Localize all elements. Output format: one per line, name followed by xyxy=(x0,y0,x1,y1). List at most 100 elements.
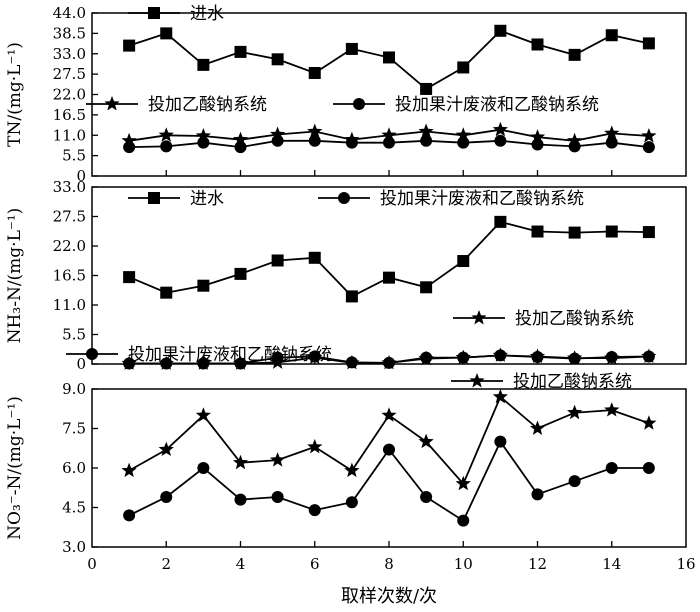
data-point xyxy=(531,225,544,238)
data-point xyxy=(418,350,434,366)
data-point xyxy=(308,251,321,264)
data-point xyxy=(457,255,470,268)
data-point xyxy=(642,37,655,50)
xtick-label: 2 xyxy=(161,555,171,573)
legend-marker xyxy=(148,7,160,19)
panel-3-ytick-label: 4.5 xyxy=(62,499,86,517)
data-point xyxy=(121,462,137,478)
data-point xyxy=(121,132,137,148)
legend-acetate-system-panel-3: 投加乙酸钠系统 xyxy=(451,372,632,392)
data-point xyxy=(567,132,583,148)
legend-juice-acetate-system-panel-2: 投加果汁废液和乙酸钠系统 xyxy=(318,189,584,209)
data-point xyxy=(197,136,210,149)
panel-1-ytick-label: 0 xyxy=(76,167,86,185)
data-point xyxy=(158,355,174,370)
data-point xyxy=(457,514,470,527)
legend-influent-panel-1: 进水 xyxy=(128,4,224,24)
data-point xyxy=(420,281,433,294)
panel-2-ytick-label: 16.5 xyxy=(53,267,86,285)
data-point xyxy=(604,350,620,365)
data-point xyxy=(642,141,655,154)
data-point xyxy=(123,509,136,522)
panel-2-ytick-label: 33.0 xyxy=(53,178,86,196)
legend-marker xyxy=(86,348,98,360)
data-point xyxy=(160,140,173,153)
data-point xyxy=(531,488,544,501)
data-point xyxy=(604,402,620,417)
data-point xyxy=(308,134,321,147)
legend-juice-acetate-system-panel-3: 投加果汁废液和乙酸钠系统 xyxy=(66,345,332,365)
data-point xyxy=(195,355,211,370)
data-point xyxy=(123,271,136,284)
xtick-label: 16 xyxy=(676,555,695,573)
panel-1-ylabel: TN/(mg·L⁻¹) xyxy=(5,42,25,147)
legend-acetate-system-panel-1: 投加乙酸钠系统 xyxy=(86,95,267,115)
data-point xyxy=(307,123,323,138)
data-point xyxy=(123,39,136,52)
data-point xyxy=(492,121,508,137)
data-point xyxy=(455,127,471,142)
legend-label: 进水 xyxy=(190,189,224,209)
series-influent-panel-1 xyxy=(123,24,655,95)
data-point xyxy=(197,58,210,71)
data-point xyxy=(568,48,581,61)
panel-2-ytick-label: 27.5 xyxy=(53,208,86,226)
chart-frame xyxy=(91,12,687,548)
xtick-label: 8 xyxy=(384,555,394,573)
data-point xyxy=(529,348,546,363)
data-point xyxy=(197,279,210,292)
data-point xyxy=(381,354,397,370)
data-point xyxy=(529,129,546,144)
data-point xyxy=(492,347,508,362)
panel-3-ytick-label: 3.0 xyxy=(62,538,86,556)
data-point xyxy=(195,407,211,422)
data-point xyxy=(232,131,249,147)
data-point xyxy=(642,462,655,474)
data-point xyxy=(494,435,507,448)
data-point xyxy=(234,267,247,280)
legend-label: 投加果汁废液和乙酸钠系统 xyxy=(395,95,599,115)
data-point xyxy=(420,82,433,95)
panel-1-ytick-label: 16.5 xyxy=(53,106,86,124)
data-point xyxy=(605,462,618,474)
data-point xyxy=(457,61,470,74)
data-point xyxy=(381,127,397,142)
data-point xyxy=(270,452,286,467)
data-point xyxy=(418,433,434,449)
xtick-label: 0 xyxy=(87,555,97,573)
panel-1-ytick-label: 11.0 xyxy=(53,126,86,144)
legend-label: 投加乙酸钠系统 xyxy=(513,372,632,392)
data-point xyxy=(195,128,211,143)
panel-2-ytick-label: 11.0 xyxy=(53,296,86,314)
data-point xyxy=(345,136,358,149)
data-point xyxy=(121,355,137,370)
data-point xyxy=(568,475,581,488)
data-point xyxy=(381,407,397,422)
panel-2-ytick-label: 5.5 xyxy=(62,326,86,344)
data-point xyxy=(418,123,434,138)
series-acetate-system-panel-2 xyxy=(121,347,657,370)
data-point xyxy=(567,350,583,365)
data-point xyxy=(158,127,174,142)
data-point xyxy=(605,136,618,149)
data-point xyxy=(492,388,508,404)
data-point xyxy=(160,27,173,40)
legend-marker xyxy=(471,310,487,325)
series-influent-panel-2 xyxy=(123,215,655,303)
panel-2-ytick-label: 0 xyxy=(76,355,86,373)
chart-series xyxy=(121,24,657,527)
data-point xyxy=(232,355,249,370)
series-juice-acetate-system-panel-1 xyxy=(123,134,655,154)
data-point xyxy=(420,490,433,503)
legend-label: 投加果汁废液和乙酸钠系统 xyxy=(128,345,332,365)
data-point xyxy=(160,286,173,299)
data-point xyxy=(234,141,247,154)
legend-label: 投加果汁废液和乙酸钠系统 xyxy=(380,189,584,209)
series-acetate-system-panel-3 xyxy=(121,388,657,491)
data-point xyxy=(455,349,471,364)
legend-acetate-system-panel-2: 投加乙酸钠系统 xyxy=(453,309,634,329)
data-point xyxy=(160,490,173,503)
panel-1-ytick-label: 5.5 xyxy=(62,147,86,165)
data-point xyxy=(383,51,395,64)
